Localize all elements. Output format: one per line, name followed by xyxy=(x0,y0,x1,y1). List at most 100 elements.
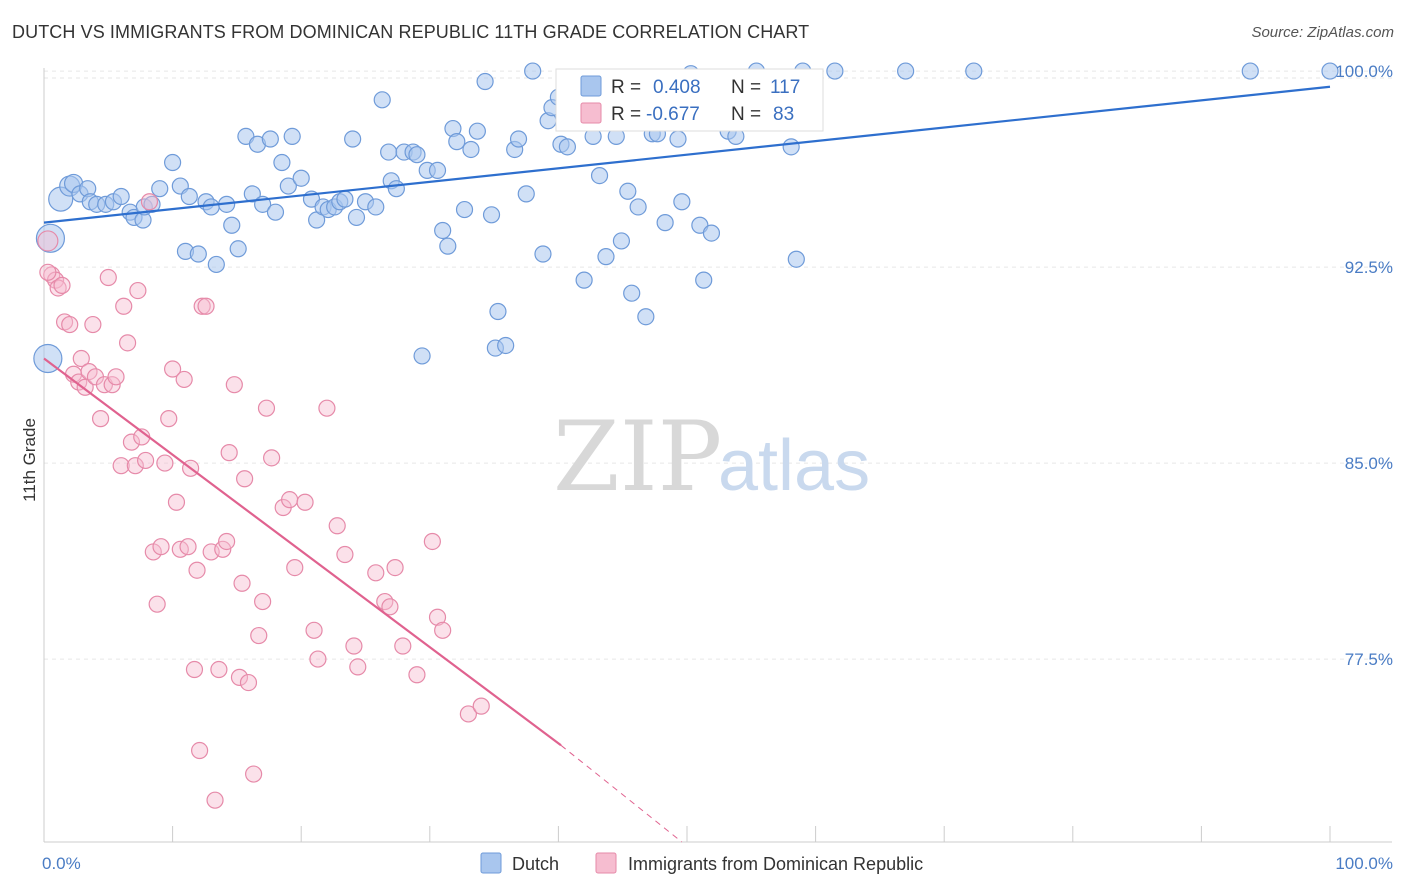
dominican-point xyxy=(254,592,272,611)
dominican-point xyxy=(136,451,155,470)
dominican-point xyxy=(257,399,276,417)
dominican-point xyxy=(107,368,125,386)
dominican-point xyxy=(175,370,193,389)
dominican-point xyxy=(126,457,144,475)
dominican-point xyxy=(220,444,238,462)
dutch-point xyxy=(408,146,426,164)
dutch-point xyxy=(283,127,301,145)
dominican-point xyxy=(305,621,323,639)
dutch-point xyxy=(623,284,641,302)
dominican-points xyxy=(37,193,490,809)
y-tick-labels: 77.5% 85.0% 92.5% 100.0% xyxy=(1335,62,1393,669)
dominican-point xyxy=(148,595,166,613)
dominican-point xyxy=(349,658,367,676)
dominican-point xyxy=(103,376,121,394)
dutch-point xyxy=(112,187,130,206)
dominican-point xyxy=(233,574,251,592)
x-tick-labels: 0.0% 100.0% xyxy=(42,854,1393,873)
dominican-point xyxy=(309,650,327,668)
watermark: ZIP atlas xyxy=(553,401,870,513)
dominican-point xyxy=(245,765,263,783)
dominican-trend-extension xyxy=(560,744,683,843)
y-tick-label-2: 92.5% xyxy=(1345,258,1393,277)
dominican-point xyxy=(214,540,232,558)
dutch-point xyxy=(517,185,535,203)
dutch-point xyxy=(673,193,691,211)
dominican-point xyxy=(188,561,206,579)
dominican-point xyxy=(193,297,211,315)
legend-dutch-label: Dutch xyxy=(512,854,559,874)
dominican-point xyxy=(72,349,90,368)
dutch-point xyxy=(336,190,354,208)
dominican-point xyxy=(428,608,447,626)
dominican-point xyxy=(115,297,133,315)
stats-dutch-swatch xyxy=(580,75,602,97)
legend-dom-label: Immigrants from Dominican Republic xyxy=(628,854,923,874)
dominican-point xyxy=(118,334,137,352)
dutch-point xyxy=(367,198,385,216)
dutch-point xyxy=(266,203,285,221)
dominican-point xyxy=(263,449,281,467)
dutch-point xyxy=(612,232,631,250)
dutch-point xyxy=(439,237,457,255)
stats-dom-r-label: R = xyxy=(611,104,641,125)
axes xyxy=(43,68,1392,843)
dominican-point xyxy=(164,360,182,378)
y-tick-label-3: 100.0% xyxy=(1335,62,1393,81)
stats-dutch-r-label: R = xyxy=(611,77,641,98)
dutch-point xyxy=(965,62,983,80)
x-tick-label-1: 100.0% xyxy=(1335,854,1393,873)
dutch-point xyxy=(347,208,366,227)
dutch-point xyxy=(223,216,241,234)
dutch-point xyxy=(261,130,279,148)
dominican-point xyxy=(53,276,71,294)
dutch-point xyxy=(380,143,398,161)
dominican-point xyxy=(250,626,268,645)
dutch-point xyxy=(413,347,431,365)
dutch-point xyxy=(164,153,182,172)
dominican-point xyxy=(179,538,197,556)
chart-source: Source: ZipAtlas.com xyxy=(1251,24,1394,41)
dominican-point xyxy=(112,457,130,475)
dominican-point xyxy=(394,637,412,655)
dominican-point xyxy=(160,410,178,428)
dutch-point xyxy=(462,140,480,159)
dutch-point xyxy=(702,224,721,242)
dominican-point xyxy=(328,517,346,535)
dutch-point xyxy=(534,245,552,263)
dutch-point xyxy=(575,271,593,289)
dutch-point xyxy=(497,336,515,355)
dominican-point xyxy=(472,697,490,715)
dominican-point xyxy=(367,564,385,582)
watermark-zip: ZIP xyxy=(553,401,722,513)
stats-dutch-n-label: N = xyxy=(731,77,761,98)
dutch-point xyxy=(826,62,844,80)
dominican-point xyxy=(37,230,59,252)
dutch-point xyxy=(243,185,261,203)
stats-dutch-r-value: 0.408 xyxy=(653,77,701,98)
dominican-point xyxy=(281,491,299,509)
dominican-point xyxy=(84,315,102,334)
dutch-point xyxy=(1321,62,1339,80)
dominican-point xyxy=(140,193,159,211)
dutch-point xyxy=(292,169,310,187)
dutch-point xyxy=(629,198,647,216)
dominican-point xyxy=(61,315,79,334)
dutch-point xyxy=(455,200,474,219)
dominican-point xyxy=(236,470,254,488)
dominican-point xyxy=(286,558,304,577)
dutch-point xyxy=(387,180,405,198)
stats-dom-swatch xyxy=(580,102,602,124)
dominican-point xyxy=(39,263,57,281)
y-tick-label-0: 77.5% xyxy=(1345,650,1393,669)
dutch-point xyxy=(207,255,225,274)
dominican-point xyxy=(156,454,174,472)
x-tick-label-0: 0.0% xyxy=(42,854,81,873)
dutch-point xyxy=(597,248,615,266)
dominican-point xyxy=(376,592,394,611)
dominican-point xyxy=(152,538,170,556)
dutch-trend-line xyxy=(43,85,1331,224)
dutch-point xyxy=(428,161,447,179)
dominican-point xyxy=(185,660,204,679)
dutch-point xyxy=(476,72,494,91)
